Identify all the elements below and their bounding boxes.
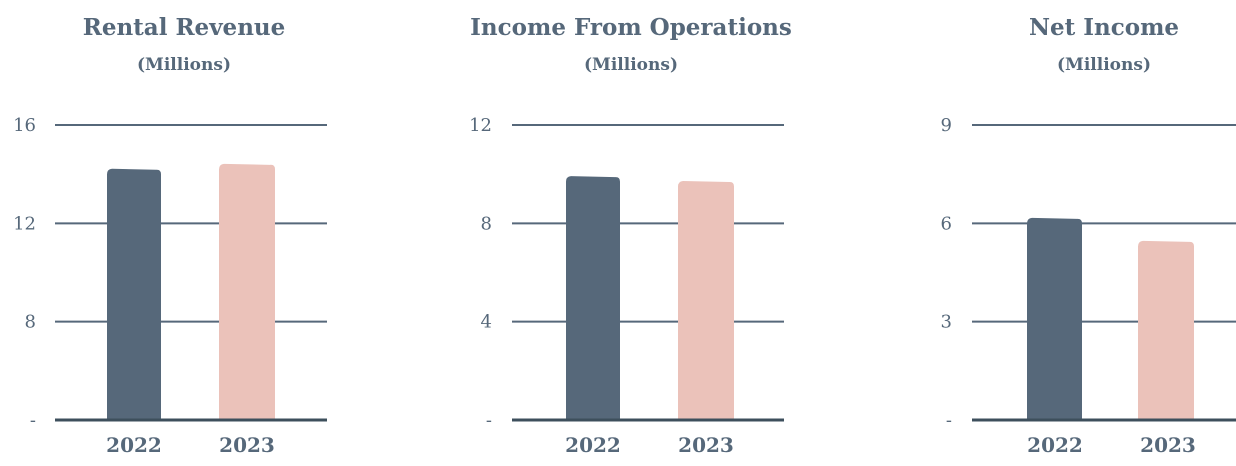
bar-2022: [566, 176, 620, 420]
bar-2022: [1027, 217, 1082, 420]
y-tick-label: 12: [469, 115, 492, 136]
y-tick-label: -: [946, 410, 952, 431]
y-tick-label: 16: [13, 115, 36, 136]
bar-2023: [219, 163, 275, 421]
chart-title-rental-revenue: Rental Revenue: [82, 14, 286, 41]
y-tick-label: -: [486, 410, 492, 431]
x-tick-label: 2022: [1027, 433, 1083, 457]
y-tick-label: 12: [13, 213, 36, 234]
chart-title-net-income: Net Income: [1028, 14, 1180, 41]
y-tick-label: 6: [941, 213, 952, 234]
x-tick-label: 2023: [219, 433, 275, 457]
y-tick-label: 8: [481, 213, 492, 234]
bar-2023: [678, 181, 734, 420]
chart-0: - 8 12 16 2022 2023: [13, 115, 327, 457]
y-tick-label: 8: [25, 312, 36, 333]
x-tick-label: 2023: [678, 433, 734, 457]
bar-2022: [107, 168, 161, 420]
y-tick-label: 4: [481, 312, 492, 333]
y-tick-label: 9: [941, 115, 952, 136]
x-tick-label: 2022: [106, 433, 162, 457]
x-tick-label: 2023: [1140, 433, 1196, 457]
chart-subtitle-net-income: (Millions): [1056, 55, 1151, 75]
chart-subtitle-rental-revenue: (Millions): [136, 55, 231, 75]
x-tick-label: 2022: [565, 433, 621, 457]
bar-2023: [1138, 240, 1194, 420]
chart-1: - 4 8 12 2022 2023: [469, 115, 784, 457]
y-tick-label: 3: [941, 312, 952, 333]
chart-2: - 3 6 9 2022 2023: [941, 115, 1236, 457]
chart-subtitle-income-from-operations: (Millions): [583, 55, 678, 75]
chart-title-income-from-operations: Income From Operations: [470, 14, 792, 41]
y-tick-label: -: [30, 410, 36, 431]
